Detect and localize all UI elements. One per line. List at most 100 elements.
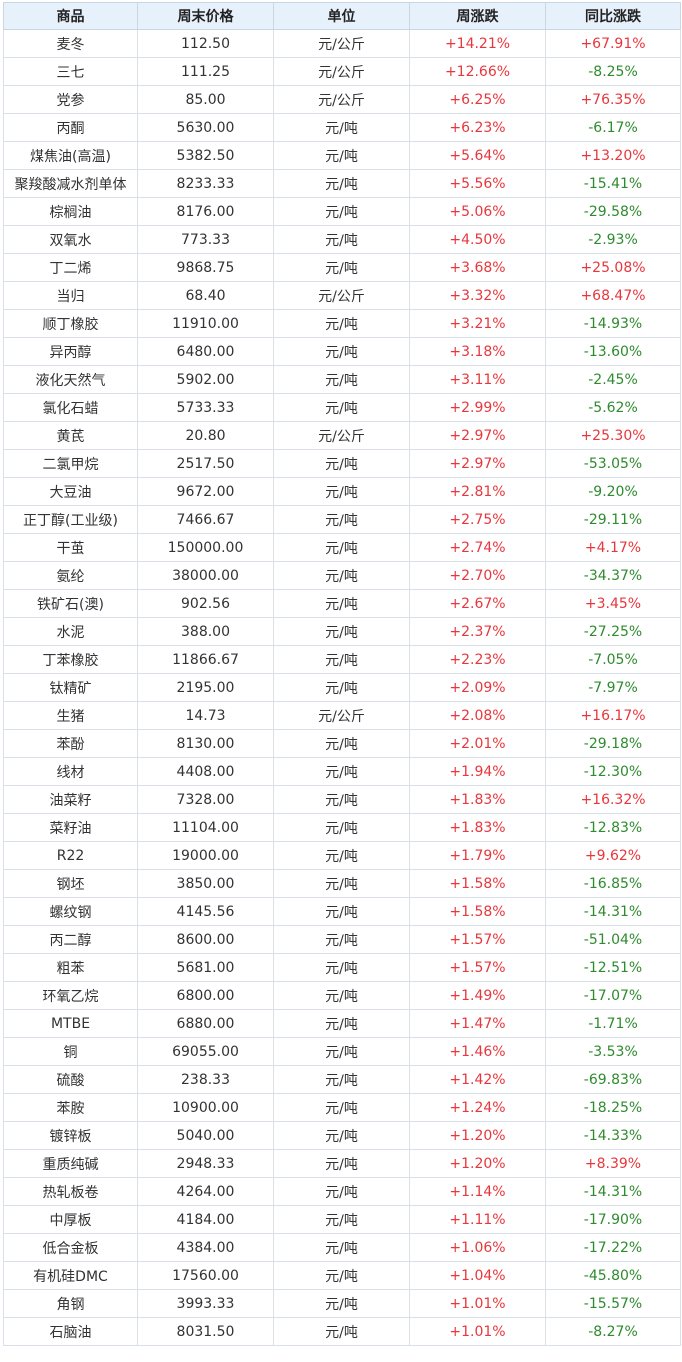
weekly-change-cell: +2.97% [409, 449, 546, 478]
price-cell: 4408.00 [137, 757, 274, 786]
yoy-change-cell: -29.18% [545, 729, 681, 758]
unit-cell: 元/吨 [273, 953, 410, 982]
weekly-change-cell: +12.66% [409, 57, 546, 86]
weekly-change-cell: +2.97% [409, 421, 546, 450]
price-cell: 5382.50 [137, 141, 274, 170]
commodity-cell: R22 [3, 841, 138, 870]
table-row: 石脑油 8031.50 元/吨 +1.01% -8.27% [3, 1317, 681, 1346]
unit-cell: 元/吨 [273, 981, 410, 1010]
table-row: 硫酸 238.33 元/吨 +1.42% -69.83% [3, 1065, 681, 1094]
commodity-cell: 正丁醇(工业级) [3, 505, 138, 534]
weekly-change-cell: +4.50% [409, 225, 546, 254]
yoy-change-cell: -17.22% [545, 1233, 681, 1262]
commodity-cell: 硫酸 [3, 1065, 138, 1094]
commodity-cell: 异丙醇 [3, 337, 138, 366]
table-row: 丁苯橡胶 11866.67 元/吨 +2.23% -7.05% [3, 645, 681, 674]
unit-cell: 元/吨 [273, 1121, 410, 1150]
price-cell: 4264.00 [137, 1177, 274, 1206]
weekly-change-cell: +2.23% [409, 645, 546, 674]
commodity-cell: MTBE [3, 1009, 138, 1038]
table-row: 螺纹钢 4145.56 元/吨 +1.58% -14.31% [3, 897, 681, 926]
yoy-change-cell: -27.25% [545, 617, 681, 646]
weekly-change-cell: +5.56% [409, 169, 546, 198]
commodity-cell: 丁苯橡胶 [3, 645, 138, 674]
price-cell: 111.25 [137, 57, 274, 86]
commodity-cell: 角钢 [3, 1289, 138, 1318]
weekly-change-cell: +2.08% [409, 701, 546, 730]
yoy-change-cell: -2.93% [545, 225, 681, 254]
unit-cell: 元/吨 [273, 897, 410, 926]
unit-cell: 元/吨 [273, 1093, 410, 1122]
table-row: 干茧 150000.00 元/吨 +2.74% +4.17% [3, 533, 681, 562]
commodity-price-table: 商品 周末价格 单位 周涨跌 同比涨跌 麦冬 112.50 元/公斤 +14.21% +… [3, 2, 681, 1346]
table-row: 麦冬 112.50 元/公斤 +14.21% +67.91% [3, 29, 681, 58]
unit-cell: 元/吨 [273, 645, 410, 674]
commodity-cell: 党参 [3, 85, 138, 114]
weekly-change-cell: +1.58% [409, 869, 546, 898]
unit-cell: 元/吨 [273, 253, 410, 282]
weekly-change-cell: +1.11% [409, 1205, 546, 1234]
weekly-change-cell: +2.99% [409, 393, 546, 422]
unit-cell: 元/吨 [273, 1149, 410, 1178]
unit-cell: 元/吨 [273, 757, 410, 786]
table-row: 丙二醇 8600.00 元/吨 +1.57% -51.04% [3, 925, 681, 954]
unit-cell: 元/公斤 [273, 281, 410, 310]
yoy-change-cell: -7.05% [545, 645, 681, 674]
unit-cell: 元/公斤 [273, 85, 410, 114]
commodity-cell: 聚羧酸减水剂单体 [3, 169, 138, 198]
table-row: 环氧乙烷 6800.00 元/吨 +1.49% -17.07% [3, 981, 681, 1010]
weekly-change-cell: +1.01% [409, 1317, 546, 1346]
weekly-change-cell: +1.20% [409, 1149, 546, 1178]
weekly-change-cell: +2.37% [409, 617, 546, 646]
yoy-change-cell: -17.90% [545, 1205, 681, 1234]
yoy-change-cell: +16.32% [545, 785, 681, 814]
price-cell: 11104.00 [137, 813, 274, 842]
commodity-cell: 氨纶 [3, 561, 138, 590]
price-cell: 5733.33 [137, 393, 274, 422]
yoy-change-cell: -12.51% [545, 953, 681, 982]
unit-cell: 元/吨 [273, 925, 410, 954]
commodity-cell: 中厚板 [3, 1205, 138, 1234]
unit-cell: 元/吨 [273, 561, 410, 590]
yoy-change-cell: +25.30% [545, 421, 681, 450]
price-cell: 5040.00 [137, 1121, 274, 1150]
yoy-change-cell: -53.05% [545, 449, 681, 478]
weekly-change-cell: +2.01% [409, 729, 546, 758]
table-row: 异丙醇 6480.00 元/吨 +3.18% -13.60% [3, 337, 681, 366]
table-row: 党参 85.00 元/公斤 +6.25% +76.35% [3, 85, 681, 114]
weekly-change-cell: +2.67% [409, 589, 546, 618]
unit-cell: 元/吨 [273, 169, 410, 198]
unit-cell: 元/吨 [273, 729, 410, 758]
table-row: 钢坯 3850.00 元/吨 +1.58% -16.85% [3, 869, 681, 898]
commodity-cell: 干茧 [3, 533, 138, 562]
yoy-change-cell: +9.62% [545, 841, 681, 870]
commodity-cell: 水泥 [3, 617, 138, 646]
price-cell: 8130.00 [137, 729, 274, 758]
weekly-change-cell: +1.20% [409, 1121, 546, 1150]
yoy-change-cell: +25.08% [545, 253, 681, 282]
price-cell: 4184.00 [137, 1205, 274, 1234]
weekly-change-cell: +1.49% [409, 981, 546, 1010]
table-row: 热轧板卷 4264.00 元/吨 +1.14% -14.31% [3, 1177, 681, 1206]
unit-cell: 元/公斤 [273, 701, 410, 730]
unit-cell: 元/吨 [273, 309, 410, 338]
commodity-cell: 麦冬 [3, 29, 138, 58]
unit-cell: 元/吨 [273, 1177, 410, 1206]
column-header-weekly-change: 周涨跌 [409, 2, 546, 30]
price-cell: 8233.33 [137, 169, 274, 198]
table-row: 有机硅DMC 17560.00 元/吨 +1.04% -45.80% [3, 1261, 681, 1290]
commodity-cell: 有机硅DMC [3, 1261, 138, 1290]
price-cell: 19000.00 [137, 841, 274, 870]
commodity-cell: 铜 [3, 1037, 138, 1066]
price-cell: 112.50 [137, 29, 274, 58]
unit-cell: 元/吨 [273, 589, 410, 618]
yoy-change-cell: -2.45% [545, 365, 681, 394]
yoy-change-cell: -17.07% [545, 981, 681, 1010]
unit-cell: 元/吨 [273, 197, 410, 226]
yoy-change-cell: +13.20% [545, 141, 681, 170]
unit-cell: 元/吨 [273, 869, 410, 898]
weekly-change-cell: +1.14% [409, 1177, 546, 1206]
price-cell: 68.40 [137, 281, 274, 310]
column-header-unit: 单位 [273, 2, 410, 30]
commodity-cell: 螺纹钢 [3, 897, 138, 926]
